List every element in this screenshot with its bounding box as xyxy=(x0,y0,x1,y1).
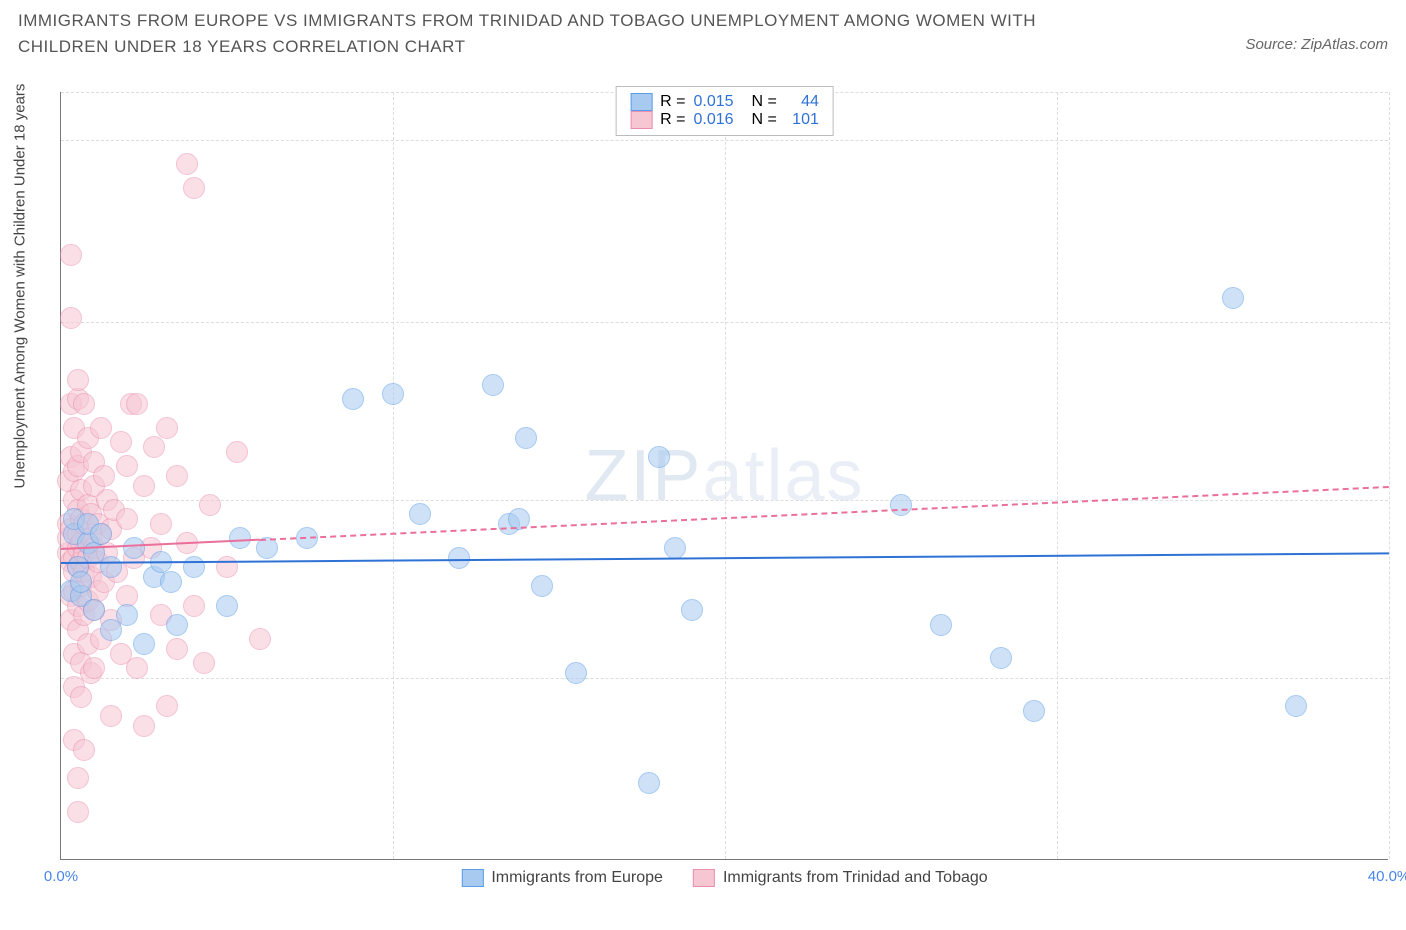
data-point xyxy=(133,475,155,497)
data-point xyxy=(70,686,92,708)
data-point xyxy=(150,513,172,535)
data-point xyxy=(183,556,205,578)
data-point xyxy=(123,537,145,559)
y-tick-label: 3.8% xyxy=(1394,669,1406,686)
data-point xyxy=(100,556,122,578)
data-point xyxy=(110,431,132,453)
y-axis-label: Unemployment Among Women with Children U… xyxy=(12,84,29,489)
data-point xyxy=(183,177,205,199)
data-point xyxy=(67,801,89,823)
data-point xyxy=(83,657,105,679)
data-point xyxy=(1285,695,1307,717)
data-point xyxy=(93,465,115,487)
data-point xyxy=(664,537,686,559)
data-point xyxy=(156,695,178,717)
legend-row-tt: R = 0.016 N = 101 xyxy=(630,111,819,129)
data-point xyxy=(249,628,271,650)
data-point xyxy=(226,441,248,463)
r-value-europe: 0.015 xyxy=(693,93,733,111)
data-point xyxy=(126,657,148,679)
data-point xyxy=(67,767,89,789)
r-label: R = xyxy=(660,93,685,111)
legend-stats: R = 0.015 N = 44 R = 0.016 N = 101 xyxy=(615,86,834,136)
data-point xyxy=(90,417,112,439)
data-point xyxy=(116,604,138,626)
legend-label-tt: Immigrants from Trinidad and Tobago xyxy=(723,869,988,887)
data-point xyxy=(116,508,138,530)
swatch-europe xyxy=(630,93,652,111)
data-point xyxy=(216,556,238,578)
data-point xyxy=(133,715,155,737)
data-point xyxy=(133,633,155,655)
y-tick-label: 15.0% xyxy=(1394,132,1406,149)
data-point xyxy=(1023,700,1045,722)
data-point xyxy=(681,599,703,621)
legend-row-europe: R = 0.015 N = 44 xyxy=(630,93,819,111)
data-point xyxy=(156,417,178,439)
swatch-europe xyxy=(461,869,483,887)
data-point xyxy=(90,523,112,545)
data-point xyxy=(638,772,660,794)
chart-title: IMMIGRANTS FROM EUROPE VS IMMIGRANTS FRO… xyxy=(18,8,1118,59)
x-tick-label: 0.0% xyxy=(44,868,78,885)
data-point xyxy=(166,465,188,487)
source-label: Source: ZipAtlas.com xyxy=(1245,36,1388,53)
data-point xyxy=(482,374,504,396)
data-point xyxy=(126,393,148,415)
n-value-europe: 44 xyxy=(785,93,819,111)
data-point xyxy=(176,153,198,175)
data-point xyxy=(890,494,912,516)
swatch-tt xyxy=(693,869,715,887)
data-point xyxy=(930,614,952,636)
data-point xyxy=(183,595,205,617)
data-point xyxy=(166,614,188,636)
data-point xyxy=(531,575,553,597)
data-point xyxy=(160,571,182,593)
data-point xyxy=(143,436,165,458)
data-point xyxy=(166,638,188,660)
y-tick-label: 7.5% xyxy=(1394,492,1406,509)
data-point xyxy=(73,739,95,761)
data-point xyxy=(193,652,215,674)
data-point xyxy=(409,503,431,525)
data-point xyxy=(216,595,238,617)
data-point xyxy=(67,369,89,391)
y-tick-label: 11.2% xyxy=(1394,314,1406,331)
n-label: N = xyxy=(752,93,777,111)
data-point xyxy=(60,307,82,329)
gridline-v xyxy=(393,92,394,859)
scatter-chart: ZIPatlas R = 0.015 N = 44 R = 0.016 N = … xyxy=(60,92,1388,860)
data-point xyxy=(648,446,670,468)
n-value-tt: 101 xyxy=(785,111,819,129)
r-label: R = xyxy=(660,111,685,129)
legend-item-europe: Immigrants from Europe xyxy=(461,869,663,887)
data-point xyxy=(448,547,470,569)
swatch-tt xyxy=(630,111,652,129)
data-point xyxy=(73,393,95,415)
data-point xyxy=(60,244,82,266)
data-point xyxy=(199,494,221,516)
data-point xyxy=(342,388,364,410)
x-tick-label: 40.0% xyxy=(1368,868,1406,885)
legend-label-europe: Immigrants from Europe xyxy=(491,869,663,887)
data-point xyxy=(83,599,105,621)
r-value-tt: 0.016 xyxy=(693,111,733,129)
data-point xyxy=(116,455,138,477)
data-point xyxy=(70,571,92,593)
legend-series: Immigrants from Europe Immigrants from T… xyxy=(461,869,987,887)
data-point xyxy=(515,427,537,449)
gridline-v xyxy=(725,92,726,859)
legend-item-tt: Immigrants from Trinidad and Tobago xyxy=(693,869,988,887)
data-point xyxy=(382,383,404,405)
gridline-v xyxy=(1057,92,1058,859)
data-point xyxy=(990,647,1012,669)
data-point xyxy=(100,705,122,727)
n-label: N = xyxy=(752,111,777,129)
data-point xyxy=(565,662,587,684)
data-point xyxy=(1222,287,1244,309)
gridline-v xyxy=(1389,92,1390,859)
